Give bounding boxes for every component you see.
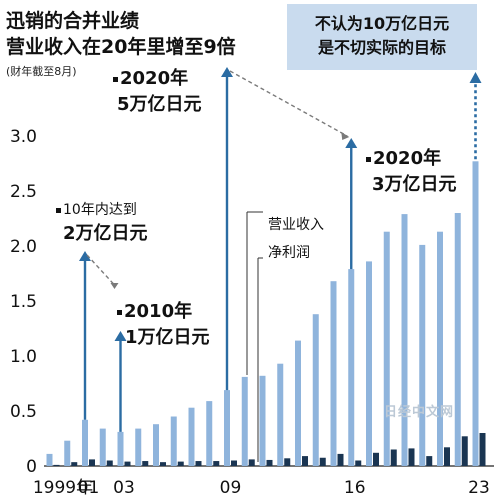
revenue-bar <box>46 453 53 466</box>
y-tick-label: 3.0 <box>10 127 37 147</box>
x-tick-label: 03 <box>113 478 135 498</box>
callout-line2: 是不切实际的目标 <box>317 38 446 57</box>
fiscal-year-note: (财年截至8月) <box>6 65 77 78</box>
revenue-bar <box>472 161 479 467</box>
bullet-icon <box>366 156 371 162</box>
revenue-bar <box>206 401 213 466</box>
dashed-connector-2009-2016 <box>229 70 348 137</box>
revenue-bar <box>170 416 177 466</box>
y-tick-label: 1.0 <box>10 347 37 367</box>
revenue-bar <box>82 419 88 466</box>
profit-bar <box>53 464 60 466</box>
profit-bar <box>337 453 344 466</box>
profit-bar <box>177 461 184 466</box>
revenue-bar <box>437 231 443 466</box>
x-tick-label: 16 <box>344 478 366 498</box>
revenue-bar <box>135 428 142 466</box>
profit-bar <box>106 460 113 466</box>
revenue-bar <box>99 428 106 466</box>
revenue-bar <box>259 375 266 466</box>
dashed-connector-2009-2016-head <box>341 132 350 140</box>
y-tick-label: 2.5 <box>10 182 37 202</box>
profit-bar <box>284 458 291 466</box>
target-arrow-2003-head <box>114 331 127 341</box>
profit-bar <box>461 436 468 466</box>
y-tick-label: 0 <box>26 457 37 477</box>
profit-bar <box>124 461 131 466</box>
annotation-value: 3万亿日元 <box>372 174 457 195</box>
profit-bar <box>231 460 237 466</box>
profit-bar <box>302 456 308 466</box>
x-tick-label: 09 <box>220 478 242 498</box>
revenue-bar <box>419 244 426 466</box>
bullet-icon <box>117 309 122 315</box>
annotation-2010-1trillion: 2010年 1万亿日元 <box>117 297 210 349</box>
revenue-bar <box>153 424 159 466</box>
annotation-2020-5trillion: 2020年 5万亿日元 <box>113 64 202 116</box>
y-tick-label: 0.5 <box>10 402 37 422</box>
callout-arrow-head <box>469 72 482 83</box>
target-arrow-2009-head <box>221 67 233 77</box>
revenue-bar <box>224 390 230 466</box>
revenue-bar <box>312 314 319 466</box>
chart-title-line2: 营业收入在20年里增至9倍 <box>6 36 236 58</box>
revenue-bar <box>188 407 195 466</box>
x-tick-label: 1999年 <box>33 478 93 498</box>
annotation-value: 1万亿日元 <box>125 327 210 348</box>
profit-bar <box>142 461 149 466</box>
y-tick-label: 1.5 <box>10 292 37 312</box>
target-arrow-2001-head <box>79 251 91 261</box>
annotation-value: 2万亿日元 <box>63 223 148 244</box>
dashed-connector-2001-2010-head <box>110 283 119 289</box>
watermark: 日经中文网 <box>384 405 455 420</box>
callout-line1: 不认为10万亿日元 <box>314 14 450 33</box>
annotation-label: 2020年 <box>373 148 442 169</box>
legend-revenue: 营业收入 <box>266 214 326 234</box>
revenue-bar <box>117 431 124 466</box>
revenue-bar <box>64 440 71 466</box>
chart-title-line1: 迅销的合并业绩 <box>6 10 140 32</box>
profit-bar <box>160 462 166 466</box>
annotation-2020-3trillion: 2020年 3万亿日元 <box>366 144 457 196</box>
revenue-bar <box>348 269 355 466</box>
profit-bar <box>355 460 362 466</box>
revenue-bar <box>241 376 248 466</box>
revenue-bar <box>383 231 390 466</box>
target-arrow-2016-head <box>345 138 358 148</box>
profit-bar <box>319 457 326 466</box>
legend-profit: 净利润 <box>266 242 312 262</box>
annotation-value: 5万亿日元 <box>117 94 202 115</box>
revenue-bar <box>295 340 301 466</box>
annotation-label: 2010年 <box>124 301 193 322</box>
profit-bar <box>266 459 273 466</box>
profit-bar <box>373 452 379 466</box>
x-tick-label: 23 <box>468 478 490 498</box>
x-tick-label: 01 <box>78 478 100 498</box>
callout-box: 不认为10万亿日元 是不切实际的目标 <box>287 4 477 70</box>
profit-bar <box>426 456 433 466</box>
profit-bar <box>390 449 397 466</box>
profit-bar <box>444 447 450 466</box>
profit-bar <box>479 433 486 466</box>
annotation-label: 2020年 <box>120 68 189 89</box>
revenue-bar <box>401 214 408 466</box>
bullet-icon <box>113 76 118 82</box>
revenue-bar <box>277 363 284 466</box>
bullet-icon <box>56 207 61 213</box>
revenue-bar <box>330 281 337 466</box>
revenue-bar <box>366 261 372 466</box>
profit-bar <box>195 461 202 466</box>
profit-bar <box>408 448 415 466</box>
dashed-connector-2001-2010 <box>86 254 116 286</box>
profit-bar <box>71 462 78 466</box>
profit-bar <box>248 459 255 466</box>
y-tick-label: 2.0 <box>10 237 37 257</box>
profit-bar <box>213 461 220 466</box>
revenue-bar <box>454 213 461 466</box>
annotation-10years-2trillion: 10年内达到 2万亿日元 <box>56 199 148 245</box>
profit-bar <box>89 459 95 466</box>
annotation-label: 10年内达到 <box>63 202 137 218</box>
